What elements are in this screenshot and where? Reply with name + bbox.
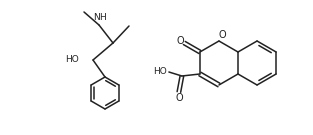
Text: O: O [175,93,183,103]
Text: N: N [93,14,99,23]
Text: O: O [218,30,226,40]
Text: HO: HO [65,55,79,63]
Text: H: H [100,14,106,23]
Text: HO: HO [153,67,167,75]
Text: O: O [177,36,184,46]
